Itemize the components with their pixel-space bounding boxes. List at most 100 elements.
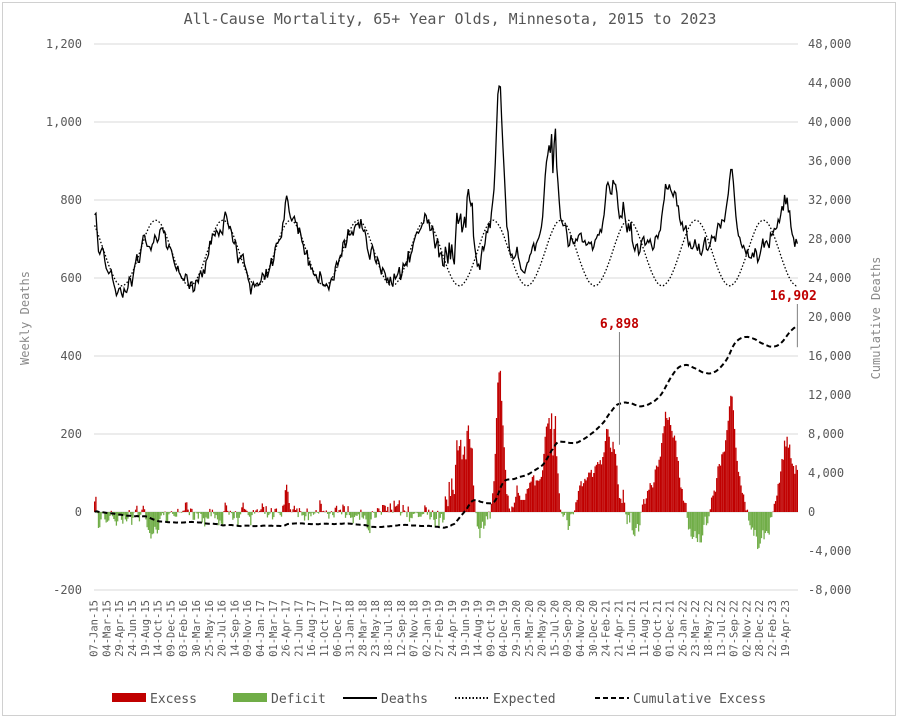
deficit-bar bbox=[694, 512, 696, 532]
excess-bar bbox=[527, 488, 530, 512]
deficit-bar bbox=[307, 512, 310, 521]
x-tick-label: 28-Mar-18 bbox=[357, 600, 369, 657]
deficit-bar bbox=[489, 512, 491, 519]
x-tick-label: 23-May-18 bbox=[370, 600, 382, 657]
deficit-bar bbox=[421, 512, 423, 515]
deficit-bar bbox=[768, 512, 770, 535]
deficit-bar bbox=[247, 512, 249, 516]
x-tick-label: 25-May-16 bbox=[204, 600, 216, 657]
left-axis-label: Weekly Deaths bbox=[18, 271, 32, 365]
x-tick-label: 16-Aug-17 bbox=[306, 600, 318, 657]
excess-bar bbox=[452, 489, 454, 512]
y-tick-right: 28,000 bbox=[808, 232, 851, 246]
excess-bar bbox=[535, 480, 537, 512]
deficit-bar bbox=[210, 512, 212, 517]
deficit-bar bbox=[101, 512, 103, 514]
deficit-bar bbox=[353, 512, 356, 518]
excess-bar bbox=[456, 440, 458, 512]
excess-bar bbox=[533, 475, 535, 512]
excess-bar bbox=[275, 508, 278, 512]
deficit-bar bbox=[237, 512, 239, 527]
excess-bar bbox=[789, 444, 791, 512]
deficit-bar bbox=[251, 512, 253, 516]
deficit-bar bbox=[192, 512, 194, 520]
excess-bar bbox=[170, 511, 173, 512]
legend-label: Cumulative Excess bbox=[633, 692, 766, 707]
excess-bar bbox=[334, 507, 336, 512]
deficit-bar bbox=[686, 512, 688, 518]
x-tick-label: 04-Jan-17 bbox=[255, 600, 267, 657]
excess-bar bbox=[472, 485, 475, 512]
deficit-bar bbox=[214, 512, 216, 519]
excess-bar bbox=[623, 502, 626, 512]
excess-bar bbox=[298, 508, 301, 512]
deficit-bar bbox=[206, 512, 208, 519]
deficit-bar bbox=[169, 512, 171, 513]
deficit-bar bbox=[337, 512, 339, 513]
y-tick-left: -200 bbox=[53, 583, 82, 597]
deficit-bar bbox=[634, 512, 636, 537]
x-tick-label: 26-Jan-22 bbox=[677, 600, 689, 657]
excess-bar bbox=[466, 430, 468, 512]
excess-bar bbox=[398, 500, 400, 512]
deficit-bar bbox=[438, 512, 440, 527]
excess-bar bbox=[342, 504, 344, 512]
deficit-bar bbox=[392, 512, 394, 513]
excess-bar bbox=[143, 509, 146, 512]
deficit-bar bbox=[232, 512, 234, 520]
legend-label: Deficit bbox=[271, 692, 326, 707]
excess-bar bbox=[607, 429, 609, 512]
excess-bar bbox=[284, 490, 286, 512]
excess-bar bbox=[781, 458, 783, 512]
excess-bar bbox=[191, 508, 193, 512]
excess-bar bbox=[242, 502, 244, 512]
excess-bar bbox=[289, 509, 292, 512]
excess-bar bbox=[778, 482, 781, 512]
deaths-line bbox=[94, 85, 798, 298]
excess-bar bbox=[498, 372, 500, 512]
deficit-bar bbox=[625, 512, 627, 515]
deficit-bar bbox=[433, 512, 435, 520]
excess-bar bbox=[229, 510, 231, 512]
excess-bar bbox=[403, 510, 406, 512]
deficit-bar bbox=[333, 512, 335, 518]
deficit-bar bbox=[219, 512, 221, 521]
excess-bar bbox=[300, 511, 302, 512]
deficit-bar bbox=[123, 512, 125, 516]
deficit-bar bbox=[175, 512, 178, 517]
deficit-bar bbox=[708, 512, 710, 517]
legend-label: Deaths bbox=[381, 692, 428, 707]
deficit-bar bbox=[690, 512, 692, 537]
excess-bar bbox=[360, 509, 362, 512]
deficit-bar bbox=[303, 512, 306, 521]
excess-bar bbox=[385, 510, 388, 512]
excess-bar bbox=[499, 370, 502, 512]
deficit-bar bbox=[636, 512, 638, 525]
excess-bar bbox=[622, 489, 624, 512]
deficit-bar bbox=[443, 512, 445, 520]
excess-bar bbox=[371, 511, 374, 512]
deficit-bar bbox=[485, 512, 487, 517]
chart-title: All-Cause Mortality, 65+ Year Olds, Minn… bbox=[184, 10, 717, 28]
annotation-label: 6,898 bbox=[600, 317, 639, 332]
excess-bar bbox=[525, 493, 527, 512]
excess-bar bbox=[446, 499, 448, 512]
deficit-bar bbox=[152, 512, 155, 534]
x-tick-label: 26-Apr-17 bbox=[281, 600, 293, 657]
x-tick-label: 03-Feb-16 bbox=[178, 600, 190, 657]
deficit-bar bbox=[486, 512, 489, 520]
deficit-bar bbox=[314, 512, 316, 514]
deficit-bar bbox=[693, 512, 695, 537]
x-tick-label: 15-Jul-20 bbox=[549, 600, 561, 657]
excess-bar bbox=[259, 510, 261, 512]
excess-bar bbox=[187, 509, 189, 512]
deficit-bar bbox=[410, 512, 412, 518]
excess-bar bbox=[512, 507, 514, 512]
excess-bar bbox=[739, 476, 741, 512]
deficit-bar bbox=[426, 512, 429, 515]
excess-bar bbox=[457, 450, 459, 512]
deficit-bar bbox=[172, 512, 174, 514]
excess-bar bbox=[462, 454, 464, 512]
excess-bar bbox=[716, 478, 718, 512]
series-lines bbox=[94, 85, 798, 529]
